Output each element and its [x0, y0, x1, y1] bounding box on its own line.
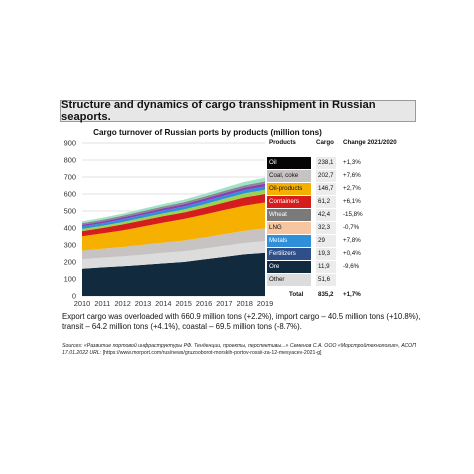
area-grain — [82, 183, 265, 227]
y-tick-label-800: 800 — [64, 156, 76, 165]
y-tick-label-600: 600 — [64, 190, 76, 199]
legend-name-other: Other — [267, 274, 311, 286]
legend-row-other: Other 51,6 — [267, 274, 397, 286]
area-metals — [82, 186, 265, 229]
area-wheat — [82, 181, 265, 225]
legend-change-oil: +1,3% — [343, 159, 361, 166]
area-coal-green — [82, 189, 265, 232]
legend-cargo-metals: 29 — [316, 235, 336, 247]
legend-name-oil-products: Oil-products — [267, 183, 311, 195]
legend-row-ore: Ore 11,9 -9,6% — [267, 261, 397, 273]
area-oil-products — [82, 202, 265, 251]
legend-name-fertilizers: Fertilizers — [267, 248, 311, 260]
legend-name-oil: Oil — [267, 157, 311, 169]
area-lng — [82, 177, 265, 224]
legend-name-lng: LNG — [267, 222, 311, 234]
x-tick-label-2011: 2011 — [94, 299, 110, 308]
legend-row-oil: Oil 238,1 +1,3% — [267, 157, 397, 169]
legend-total-row: Total 835,2 +1,7% — [267, 289, 397, 301]
sources-text: Sources: «Развитие портовой инфраструкту… — [62, 343, 416, 357]
legend-change-coal-coke: +7,6% — [343, 172, 361, 179]
x-tick-label-2014: 2014 — [155, 299, 171, 308]
legend-name-coal-coke: Coal, coke — [267, 170, 311, 182]
area-ore — [82, 252, 265, 296]
y-tick-label-700: 700 — [64, 173, 76, 182]
legend-cargo-lng: 32,3 — [316, 222, 336, 234]
y-tick-label-100: 100 — [64, 275, 76, 284]
page-title: Structure and dynamics of cargo transshi… — [60, 99, 416, 123]
legend-row-lng: LNG 32,3 -0,7% — [267, 222, 397, 234]
x-tick-label-2015: 2015 — [175, 299, 191, 308]
legend-name-ore: Ore — [267, 261, 311, 273]
sources-url[interactable]: [https://www.morport.com/rus/news/gruzoo… — [102, 350, 322, 357]
legend-cargo-other: 51,6 — [316, 274, 336, 286]
y-tick-label-900: 900 — [64, 139, 76, 148]
legend-cargo-coal-coke: 202,7 — [316, 170, 336, 182]
x-tick-label-2012: 2012 — [114, 299, 130, 308]
legend-header-cargo: Cargo — [316, 139, 334, 146]
x-tick-label-2016: 2016 — [196, 299, 212, 308]
area-coal — [82, 228, 265, 260]
legend-total-label: Total — [289, 291, 304, 298]
y-tick-label-200: 200 — [64, 258, 76, 267]
sources-note: Sources: «Развитие портовой инфраструкту… — [62, 343, 422, 357]
area-other — [82, 241, 265, 269]
legend-row-metals: Metals 29 +7,8% — [267, 235, 397, 247]
legend-header-products: Products — [269, 139, 296, 146]
legend-row-containers: Containers 61,2 +6,1% — [267, 196, 397, 208]
legend-row-fertilizers: Fertilizers 19,3 +0,4% — [267, 248, 397, 260]
x-tick-label-2017: 2017 — [216, 299, 232, 308]
legend-change-wheat: -15,8% — [343, 211, 363, 218]
legend-change-oil-products: +2,7% — [343, 185, 361, 192]
summary-text: Export cargo was overloaded with 660.9 m… — [62, 312, 421, 332]
legend-row-coal-coke: Coal, coke 202,7 +7,6% — [267, 170, 397, 182]
y-tick-label-500: 500 — [64, 207, 76, 216]
y-tick-label-0: 0 — [72, 292, 76, 301]
legend-change-containers: +6,1% — [343, 198, 361, 205]
chart-title: Cargo turnover of Russian ports by produ… — [93, 128, 322, 137]
y-tick-label-400: 400 — [64, 224, 76, 233]
x-tick-label-2019: 2019 — [257, 299, 273, 308]
legend-cargo-fertilizers: 19,3 — [316, 248, 336, 260]
area-containers — [82, 194, 265, 237]
legend-header-change: Change 2021/2020 — [343, 139, 397, 146]
legend-change-lng: -0,7% — [343, 224, 360, 231]
legend-cargo-oil: 238,1 — [316, 157, 336, 169]
legend-name-wheat: Wheat — [267, 209, 311, 221]
legend-name-metals: Metals — [267, 235, 311, 247]
x-tick-label-2010: 2010 — [74, 299, 90, 308]
legend-change-ore: -9,6% — [343, 263, 360, 270]
legend-cargo-oil-products: 146,7 — [316, 183, 336, 195]
legend-change-fertilizers: +0,4% — [343, 250, 361, 257]
y-tick-label-300: 300 — [64, 241, 76, 250]
legend-total-cargo: 835,2 — [318, 291, 334, 298]
x-tick-label-2018: 2018 — [236, 299, 252, 308]
legend-row-oil-products: Oil-products 146,7 +2,7% — [267, 183, 397, 195]
x-tick-label-2013: 2013 — [135, 299, 151, 308]
legend-name-containers: Containers — [267, 196, 311, 208]
legend-cargo-containers: 61,2 — [316, 196, 336, 208]
legend-row-wheat: Wheat 42,4 -15,8% — [267, 209, 397, 221]
legend-cargo-wheat: 42,4 — [316, 209, 336, 221]
legend-cargo-ore: 11,9 — [316, 261, 336, 273]
legend-total-change: +1,7% — [343, 291, 361, 298]
legend-change-metals: +7,8% — [343, 237, 361, 244]
